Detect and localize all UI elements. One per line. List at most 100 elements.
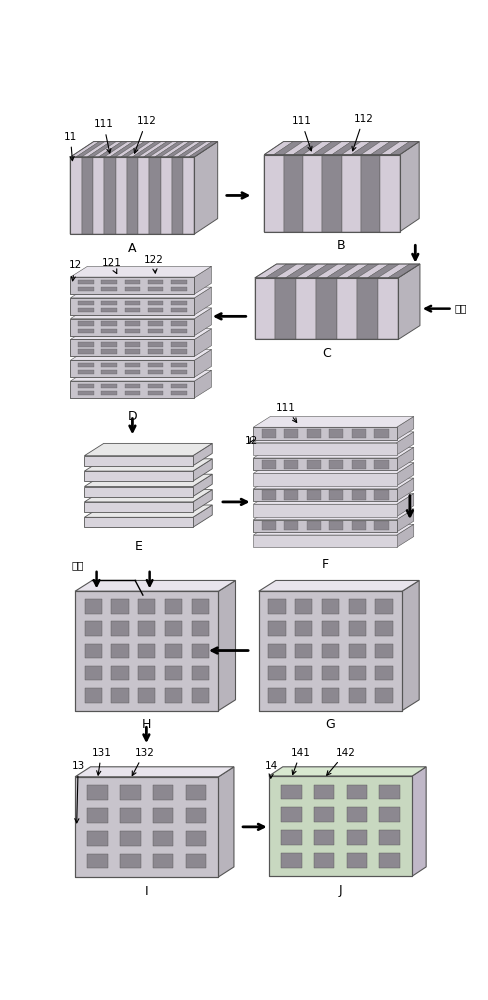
Bar <box>377 278 397 339</box>
Text: 12: 12 <box>68 260 81 281</box>
Bar <box>124 321 140 326</box>
Bar <box>268 688 285 703</box>
Polygon shape <box>387 264 419 278</box>
Bar <box>124 391 140 395</box>
Bar <box>124 349 140 354</box>
Bar <box>164 666 182 680</box>
Polygon shape <box>396 509 413 532</box>
Polygon shape <box>396 478 413 501</box>
Polygon shape <box>396 447 413 470</box>
Bar <box>84 621 102 636</box>
Bar <box>78 280 94 284</box>
Polygon shape <box>341 142 370 155</box>
Bar <box>379 807 399 822</box>
Bar <box>171 384 186 388</box>
Bar <box>171 157 183 234</box>
Bar <box>185 831 206 846</box>
Polygon shape <box>253 447 413 458</box>
Bar <box>87 831 108 846</box>
Bar <box>124 370 140 374</box>
Bar <box>124 301 140 305</box>
Text: 121: 121 <box>102 258 121 274</box>
Bar <box>275 278 295 339</box>
Bar <box>78 321 94 326</box>
Bar <box>101 301 117 305</box>
Text: 112: 112 <box>351 114 372 151</box>
Text: 141: 141 <box>290 748 310 775</box>
Bar <box>284 429 298 438</box>
Bar <box>313 785 334 799</box>
Polygon shape <box>253 509 413 520</box>
Polygon shape <box>183 142 212 157</box>
Bar <box>124 308 140 312</box>
Polygon shape <box>188 142 217 157</box>
Bar <box>379 853 399 868</box>
Polygon shape <box>81 142 110 157</box>
Bar <box>101 370 117 374</box>
Bar <box>75 777 218 877</box>
Bar <box>261 429 275 438</box>
Bar <box>191 621 208 636</box>
Bar <box>101 308 117 312</box>
Polygon shape <box>326 264 358 278</box>
Polygon shape <box>380 142 408 155</box>
Bar <box>306 490 320 500</box>
Bar <box>294 688 312 703</box>
Polygon shape <box>75 767 233 777</box>
Bar <box>70 298 194 315</box>
Polygon shape <box>194 142 217 234</box>
Bar <box>351 490 365 500</box>
Polygon shape <box>396 524 413 547</box>
Bar <box>70 339 194 356</box>
Bar <box>84 502 192 512</box>
Bar <box>191 688 208 703</box>
Bar <box>120 808 141 823</box>
Polygon shape <box>396 463 413 486</box>
Polygon shape <box>377 264 409 278</box>
Bar <box>78 329 94 333</box>
Polygon shape <box>399 142 418 232</box>
Bar <box>138 157 149 234</box>
Bar <box>84 456 192 466</box>
Bar <box>101 342 117 347</box>
Bar <box>268 776 411 876</box>
Polygon shape <box>76 142 105 157</box>
Polygon shape <box>218 580 235 711</box>
Bar <box>313 830 334 845</box>
Bar <box>93 157 104 234</box>
Text: 剪切: 剪切 <box>454 303 467 313</box>
Text: 12: 12 <box>244 436 257 446</box>
Bar <box>281 830 301 845</box>
Bar <box>380 155 399 232</box>
Bar <box>148 370 163 374</box>
Polygon shape <box>258 580 418 591</box>
Bar <box>84 599 102 614</box>
Bar <box>84 688 102 703</box>
Bar <box>148 280 163 284</box>
Polygon shape <box>87 142 116 157</box>
Polygon shape <box>166 142 195 157</box>
Bar <box>101 287 117 291</box>
Bar <box>281 785 301 799</box>
Polygon shape <box>121 142 150 157</box>
Polygon shape <box>253 432 413 443</box>
Bar <box>253 489 396 501</box>
Bar <box>373 429 387 438</box>
Polygon shape <box>70 308 211 319</box>
Text: H: H <box>142 718 151 731</box>
Bar <box>171 308 186 312</box>
Polygon shape <box>192 474 212 497</box>
Polygon shape <box>84 505 212 517</box>
Bar <box>375 688 392 703</box>
Bar <box>316 278 336 339</box>
Polygon shape <box>367 264 399 278</box>
Bar <box>70 277 194 294</box>
Polygon shape <box>351 142 380 155</box>
Bar <box>373 521 387 530</box>
Polygon shape <box>115 142 144 157</box>
Text: F: F <box>321 558 328 571</box>
Polygon shape <box>177 142 206 157</box>
Bar <box>101 391 117 395</box>
Bar <box>148 363 163 367</box>
Text: 11: 11 <box>63 132 77 161</box>
